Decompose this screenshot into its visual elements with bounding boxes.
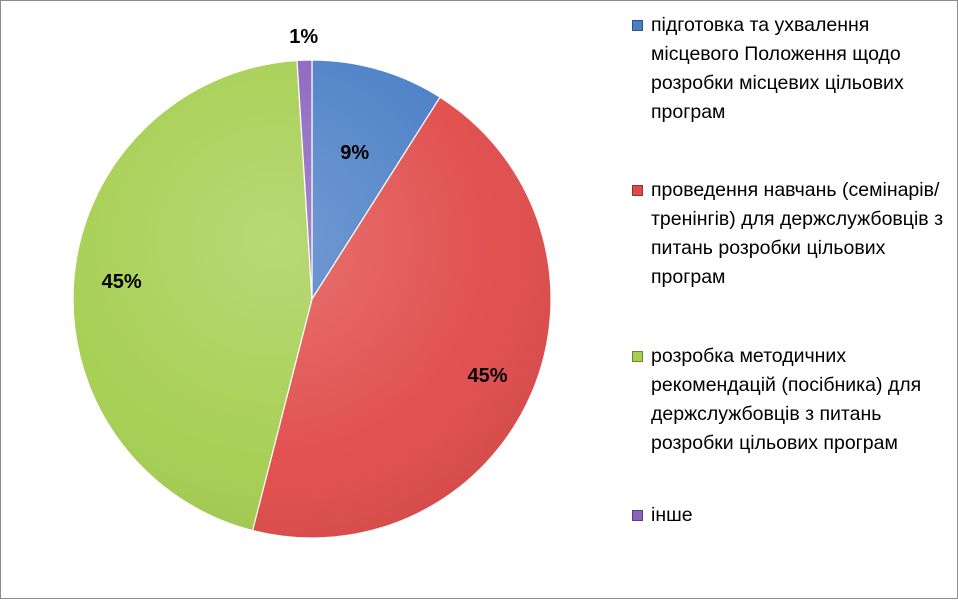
legend-swatch-4: [632, 510, 643, 521]
legend-label-1: підготовка та ухвалення місцевого Положе…: [651, 14, 904, 123]
data-label-1: 9%: [340, 142, 369, 164]
legend-label-2: проведення навчань (семінарів/тренінгів)…: [651, 179, 944, 288]
legend-label-4: інше: [651, 504, 693, 526]
legend-label-3: розробка методичних рекомендацій (посібн…: [651, 345, 922, 454]
legend-item-4: інше: [629, 501, 951, 530]
data-label-3: 45%: [102, 271, 142, 293]
legend-swatch-2: [632, 185, 643, 196]
legend-item-3: розробка методичних рекомендацій (посібн…: [629, 342, 951, 458]
legend-item-2: проведення навчань (семінарів/тренінгів)…: [629, 176, 951, 292]
legend-swatch-3: [632, 351, 643, 362]
data-label-4: 1%: [289, 26, 318, 48]
data-label-2: 45%: [467, 365, 507, 387]
legend-swatch-1: [632, 20, 643, 31]
legend-item-1: підготовка та ухвалення місцевого Положе…: [629, 11, 951, 127]
